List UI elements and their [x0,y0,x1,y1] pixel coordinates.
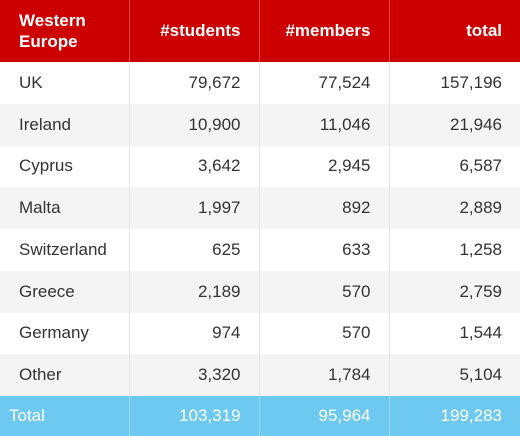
header-region: Western Europe [0,0,130,62]
table-row: Greece 2,189 570 2,759 [0,270,520,313]
row-members: 2,945 [259,145,390,188]
table-row: Switzerland 625 633 1,258 [0,229,520,271]
row-members: 11,046 [259,103,390,146]
row-total: 1,544 [459,323,502,343]
row-country: Germany [0,312,130,355]
header-members: #members [259,0,390,62]
row-country: Switzerland [0,229,130,271]
row-total: 2,759 [459,281,502,301]
row-members: 570 [259,270,390,313]
row-country: Greece [0,270,130,313]
row-members: 570 [259,312,390,355]
row-students: 3,320 [129,354,260,396]
row-students: 974 [129,312,260,355]
row-total: 157,196 [440,72,502,92]
row-country: Cyprus [0,145,130,188]
header-students: #students [129,0,260,62]
row-country: Ireland [0,103,130,146]
table-row: UK 79,672 77,524 157,196 [0,62,520,104]
total-total: 199,283 [440,406,502,425]
row-students: 79,672 [129,62,260,104]
table-row: Malta 1,997 892 2,889 [0,187,520,229]
row-students: 10,900 [129,103,260,146]
row-students: 3,642 [129,145,260,188]
total-members: 95,964 [259,396,390,436]
table-row: Germany 974 570 1,544 [0,312,520,355]
table-row: Cyprus 3,642 2,945 6,587 [0,145,520,188]
table-header-row: Western Europe #students #members total [0,0,520,62]
row-country: Other [0,354,130,396]
row-country: Malta [0,187,130,229]
header-total: total [466,21,502,40]
row-total: 6,587 [459,156,502,176]
total-label: Total [0,396,130,436]
row-members: 892 [259,187,390,229]
row-members: 1,784 [259,354,390,396]
row-members: 633 [259,229,390,271]
row-total: 2,889 [459,198,502,218]
row-total: 21,946 [450,114,502,134]
table-row: Ireland 10,900 11,046 21,946 [0,103,520,146]
row-students: 1,997 [129,187,260,229]
table-total-row: Total 103,319 95,964 199,283 [0,396,520,436]
row-total: 1,258 [459,239,502,259]
row-members: 77,524 [259,62,390,104]
total-students: 103,319 [129,396,260,436]
row-students: 2,189 [129,270,260,313]
row-students: 625 [129,229,260,271]
row-country: UK [0,62,130,104]
row-total: 5,104 [459,365,502,385]
table-row: Other 3,320 1,784 5,104 [0,354,520,396]
